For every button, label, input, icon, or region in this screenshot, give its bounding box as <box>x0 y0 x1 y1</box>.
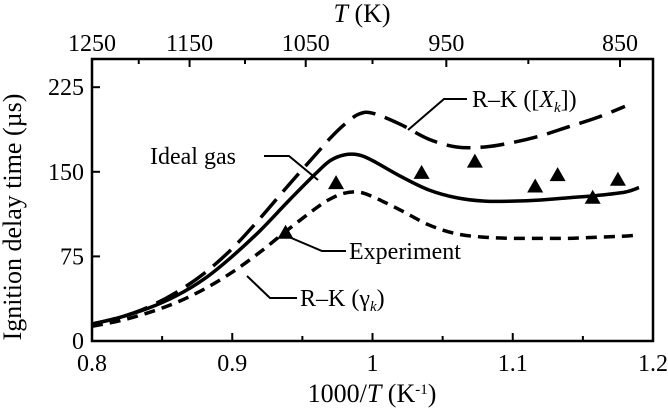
experiment-point <box>277 224 294 239</box>
annotation-ideal-gas: Ideal gas <box>150 144 319 181</box>
series-line-ideal-gas <box>91 152 640 326</box>
top-tick-label: 1050 <box>282 31 330 57</box>
x-tick-label: 1.1 <box>498 351 528 377</box>
series-layer <box>91 104 640 329</box>
ticks: 0.8 0.9 1 1.1 1.2 0 75 150 225 1250 1150 1050 950 850 <box>48 31 668 377</box>
leader-rk-gamma <box>246 275 297 299</box>
experiment-point <box>527 178 544 193</box>
label-experiment: Experiment <box>349 239 461 265</box>
experiment-point <box>609 171 626 186</box>
experiment-point <box>328 175 345 190</box>
top-axis-label: T (K) <box>333 0 390 28</box>
series-line-r-k-k <box>91 190 640 329</box>
experiment-point <box>584 189 601 204</box>
annotation-experiment: Experiment <box>288 236 461 265</box>
y-tick-label: 0 <box>72 329 84 355</box>
annotation-rk-xk: R–K ([Xk]) <box>407 87 577 131</box>
series-line-r-k-xk <box>91 104 626 326</box>
x-tick-label: 1.2 <box>638 351 668 377</box>
x-tick-label: 1 <box>367 351 379 377</box>
top-tick-label: 1150 <box>166 31 213 57</box>
annotation-rk-gamma: R–K (γk) <box>246 275 385 315</box>
top-tick-label: 950 <box>428 31 464 57</box>
top-tick-label: 850 <box>602 31 638 57</box>
x-tick-label: 0.8 <box>77 351 107 377</box>
y-axis-label: Ignition delay time (µs) <box>0 94 27 341</box>
leader-experiment <box>288 236 346 252</box>
experiment-point <box>413 164 430 179</box>
y-tick-label: 150 <box>48 160 84 186</box>
label-ideal-gas: Ideal gas <box>150 144 236 170</box>
x-axis-label: 1000/T (K-1) <box>308 379 437 408</box>
experiment-point <box>466 153 483 168</box>
y-tick-label: 75 <box>60 244 84 270</box>
label-rk-gamma: R–K (γk) <box>300 286 385 315</box>
experiment-point <box>549 167 566 182</box>
leader-rk-xk <box>407 98 467 131</box>
experiment-markers <box>277 153 626 239</box>
y-tick-label: 225 <box>48 75 84 101</box>
x-tick-label: 0.9 <box>217 351 247 377</box>
label-rk-xk: R–K ([Xk]) <box>472 87 577 116</box>
leader-ideal-gas <box>264 155 319 181</box>
top-tick-label: 1250 <box>68 31 116 57</box>
